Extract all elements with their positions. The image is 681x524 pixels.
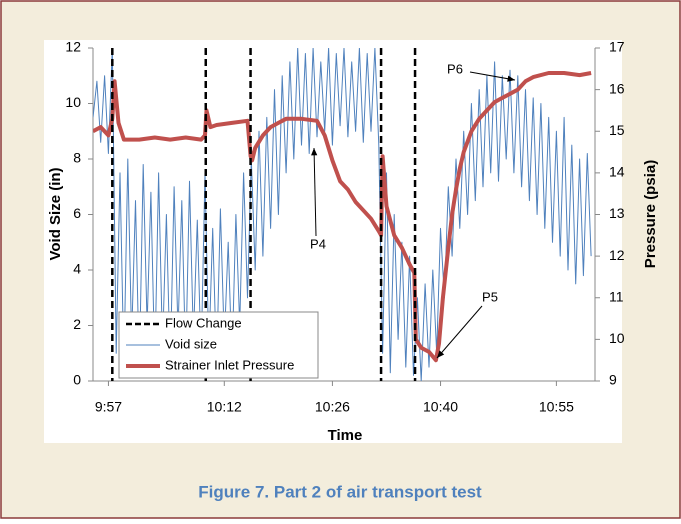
y2-tick-label: 16 — [609, 80, 625, 96]
y2-axis-label: Pressure (psia) — [642, 160, 659, 268]
annotation: P6 — [447, 61, 463, 76]
y-tick-label: 8 — [73, 150, 81, 166]
y-tick-label: 12 — [65, 39, 81, 55]
caption: Figure 7. Part 2 of air transport test — [198, 482, 482, 501]
x-tick-label: 10:26 — [315, 399, 350, 415]
y2-tick-label: 14 — [609, 164, 625, 180]
y-tick-label: 2 — [73, 316, 81, 332]
annotation-arrow — [469, 71, 516, 81]
y-axis-label: Void Size (in) — [47, 167, 64, 260]
legend-label: Flow Change — [165, 315, 242, 330]
annotation: P5 — [482, 289, 498, 304]
y2-tick-label: 17 — [609, 39, 625, 55]
x-tick-label: 10:12 — [207, 399, 242, 415]
y2-tick-label: 9 — [609, 372, 617, 388]
annotation-arrowhead — [437, 350, 445, 358]
annotation-arrow — [436, 305, 483, 359]
y-tick-label: 10 — [65, 94, 81, 110]
y2-tick-label: 11 — [609, 288, 624, 304]
y2-tick-label: 15 — [609, 122, 625, 138]
x-axis-label: Time — [328, 427, 363, 444]
annotation: P4 — [310, 236, 326, 251]
x-tick-label: 9:57 — [95, 399, 122, 415]
annotation-arrowhead — [507, 75, 515, 82]
y-tick-label: 4 — [73, 261, 81, 277]
y2-tick-label: 12 — [609, 247, 625, 263]
data-line — [93, 71, 592, 363]
x-tick-label: 10:55 — [539, 399, 574, 415]
annotation-arrow — [313, 147, 317, 237]
data-line — [93, 48, 592, 381]
y2-tick-label: 10 — [609, 330, 625, 346]
x-tick-label: 10:40 — [423, 399, 458, 415]
y-tick-label: 6 — [73, 205, 81, 221]
y2-tick-label: 13 — [609, 205, 625, 221]
annotation-arrowhead — [311, 148, 318, 156]
y-tick-label: 0 — [73, 372, 81, 388]
chart-panel — [44, 40, 622, 443]
legend-label: Strainer Inlet Pressure — [165, 357, 294, 372]
legend-label: Void size — [165, 336, 217, 351]
